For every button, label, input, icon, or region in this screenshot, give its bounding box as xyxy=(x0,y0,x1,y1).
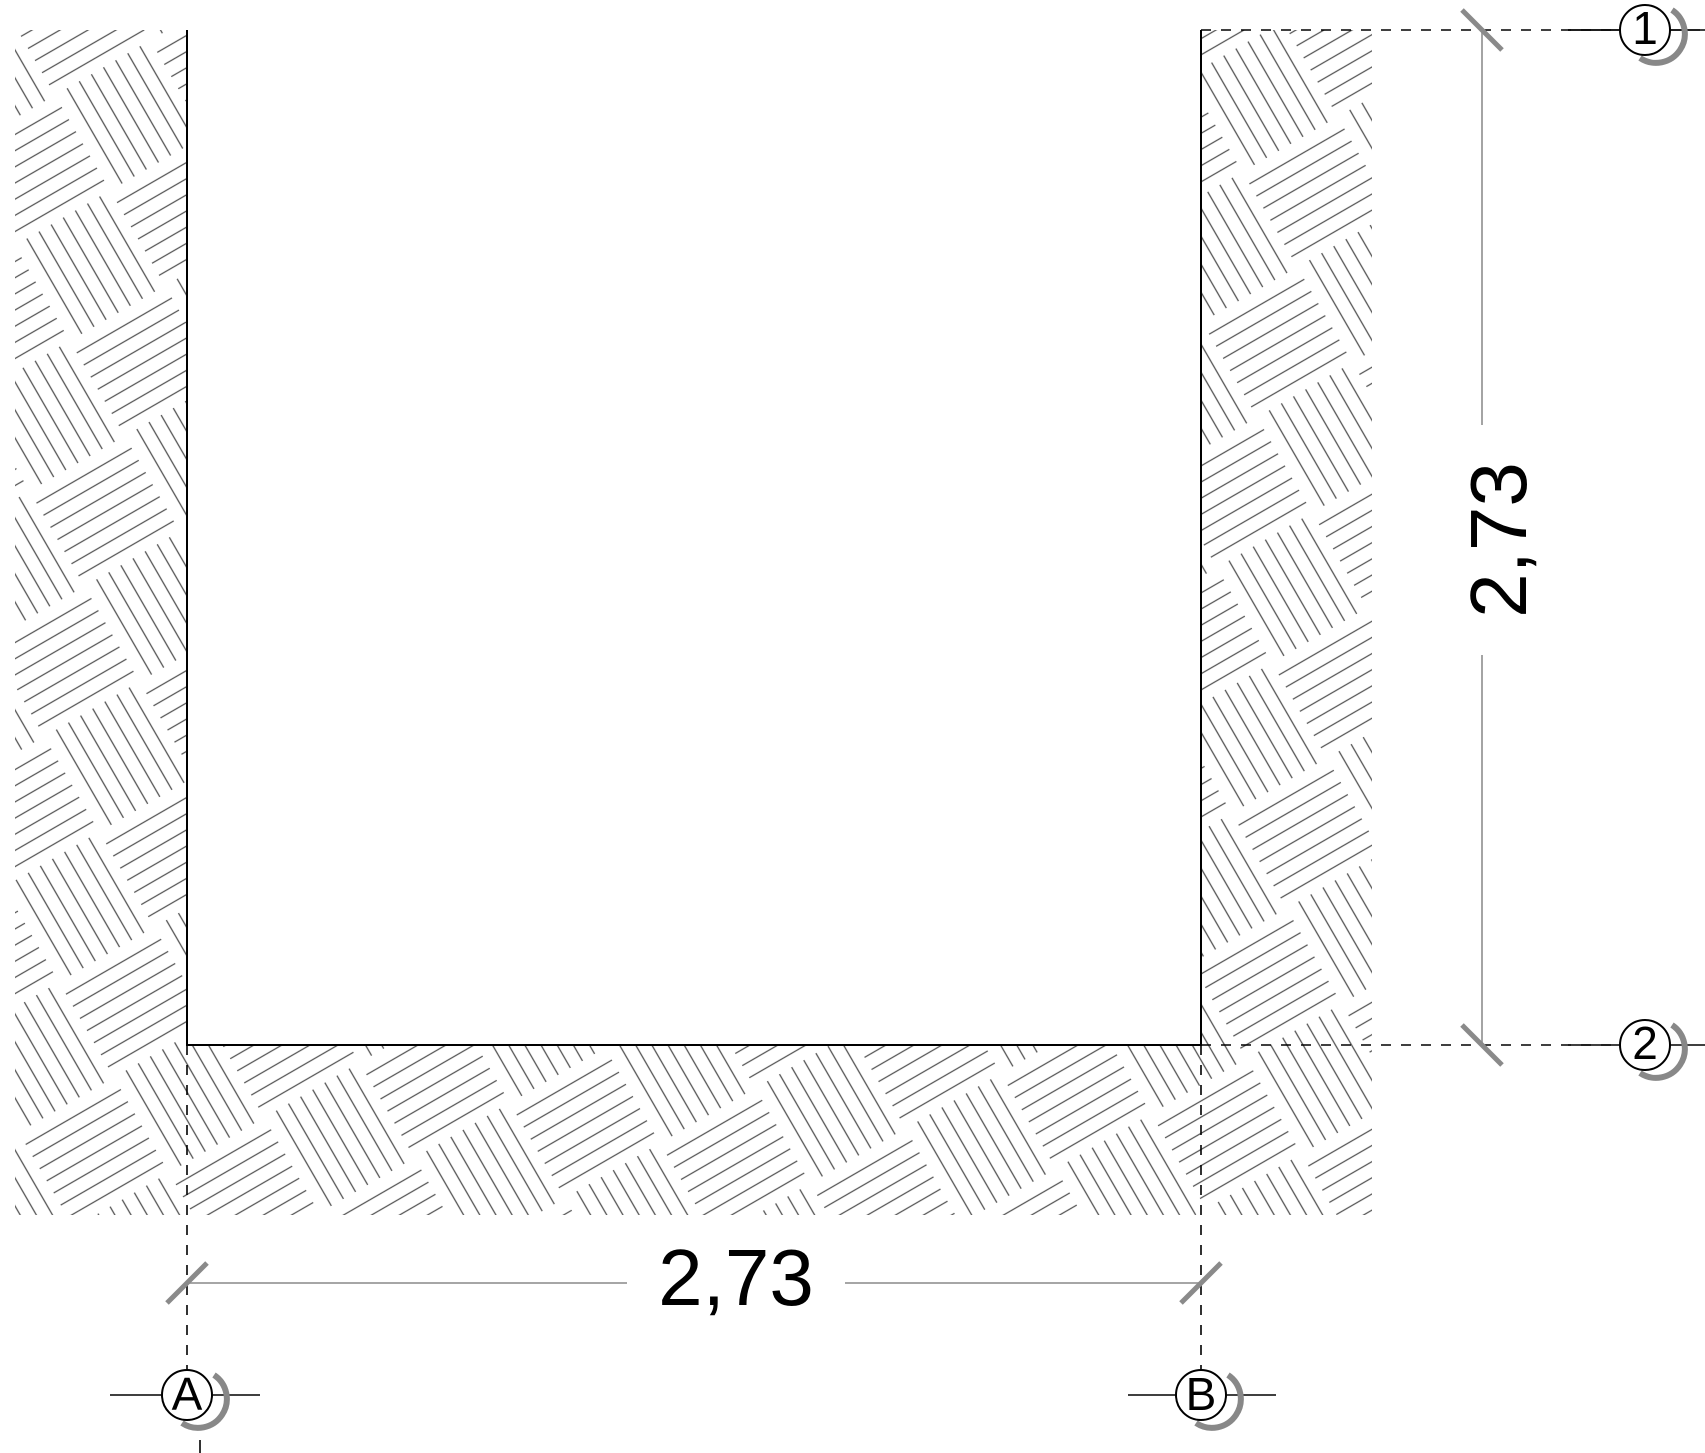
vertical-dimension-tick-bottom xyxy=(1460,1023,1504,1067)
grid-bubble-2-label: 2 xyxy=(1632,1017,1658,1069)
grid-bubble-2: 2 xyxy=(1619,1017,1688,1081)
grid-bubble-a: A xyxy=(110,1368,260,1453)
horizontal-dimension-tick-left xyxy=(165,1261,209,1305)
horizontal-dimension-label: 2,73 xyxy=(658,1233,814,1322)
horizontal-dimension-tick-right xyxy=(1179,1261,1223,1305)
room-outline xyxy=(186,30,1202,1046)
vertical-dimension-tick-top xyxy=(1460,8,1504,52)
vertical-dimension-label: 2,73 xyxy=(1454,462,1543,618)
grid-bubble-1: 1 xyxy=(1568,2,1700,66)
grid-bubble-1-label: 1 xyxy=(1632,2,1658,54)
grid-bubble-b: B xyxy=(1128,1368,1276,1431)
grid-bubble-a-label: A xyxy=(172,1368,203,1420)
wall-hatch xyxy=(15,30,1372,1215)
grid-bubble-b-label: B xyxy=(1186,1368,1217,1420)
